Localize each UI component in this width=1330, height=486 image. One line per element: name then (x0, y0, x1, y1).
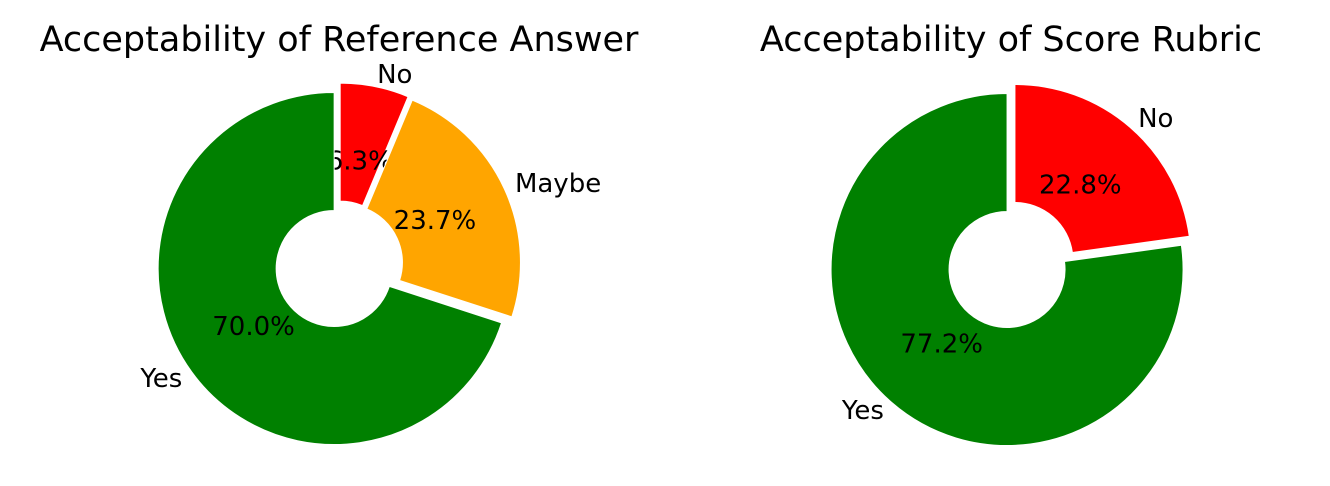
slice-percent-yes: 77.2% (900, 330, 983, 360)
slice-percent-no: 6.3% (327, 146, 393, 176)
slice-label-maybe: Maybe (515, 169, 601, 199)
slice-yes (830, 93, 1184, 446)
chart-title: Acceptability of Score Rubric (760, 20, 1262, 60)
score-rubric-chart: Acceptability of Score Rubric No 22.8% Yes… (760, 20, 1262, 446)
reference-answer-chart: Acceptability of Reference Answer No 6.3%… (40, 20, 639, 445)
slice-label-yes: Yes (139, 364, 182, 394)
slice-no (1014, 83, 1190, 254)
slice-yes (157, 92, 503, 445)
slice-label-yes: Yes (841, 396, 884, 426)
chart-title: Acceptability of Reference Answer (40, 20, 639, 60)
slice-label-no: No (377, 60, 412, 90)
slice-no (339, 82, 409, 207)
slice-percent-yes: 70.0% (212, 312, 295, 342)
slice-percent-maybe: 23.7% (394, 206, 477, 236)
slice-percent-no: 22.8% (1039, 170, 1122, 200)
slice-label-no: No (1138, 104, 1173, 134)
slice-maybe (366, 99, 521, 318)
